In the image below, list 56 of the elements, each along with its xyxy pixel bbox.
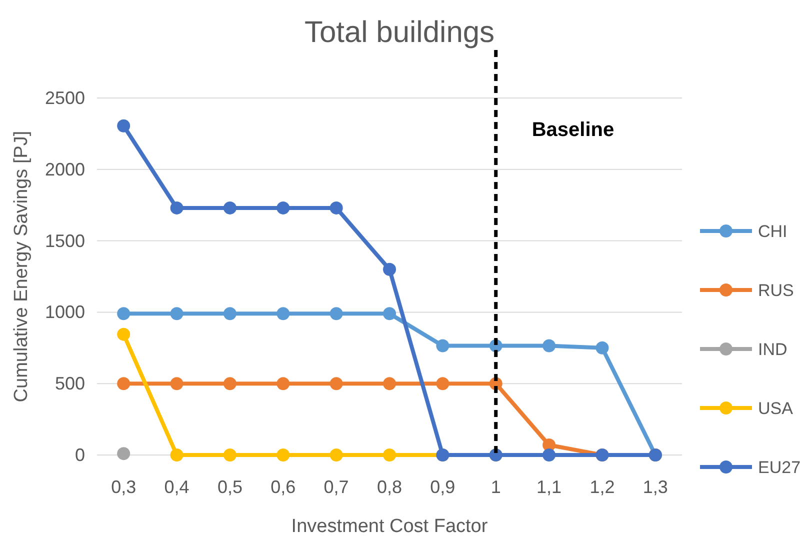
point bbox=[276, 377, 290, 390]
x-tick-label: 0,6 bbox=[270, 477, 296, 497]
legend-label: IND bbox=[758, 340, 788, 359]
point bbox=[542, 339, 556, 352]
point bbox=[117, 377, 130, 390]
point bbox=[117, 119, 130, 132]
point bbox=[223, 201, 236, 214]
legend-label: EU27 bbox=[758, 458, 801, 477]
x-tick-label: 1,1 bbox=[536, 477, 562, 497]
point bbox=[276, 307, 290, 320]
x-tick-label: 0,4 bbox=[164, 477, 190, 497]
x-tick-label: 1,2 bbox=[590, 477, 615, 497]
point bbox=[223, 448, 236, 462]
point bbox=[383, 307, 396, 320]
x-tick-label: 0,3 bbox=[111, 477, 136, 497]
point bbox=[276, 201, 290, 214]
point bbox=[330, 201, 343, 214]
point bbox=[170, 201, 184, 214]
y-tick-label: 2500 bbox=[44, 88, 85, 108]
y-axis-title: Cumulative Energy Savings [PJ] bbox=[11, 130, 32, 402]
x-tick-label: 0,8 bbox=[376, 477, 402, 497]
ref-line-label: Baseline bbox=[532, 119, 614, 141]
point bbox=[383, 262, 396, 276]
y-tick-label: 500 bbox=[54, 374, 85, 394]
point bbox=[223, 307, 236, 320]
point bbox=[276, 448, 290, 462]
x-tick-label: 0,7 bbox=[324, 477, 349, 497]
point bbox=[383, 448, 396, 462]
point bbox=[223, 377, 236, 390]
x-tick-label: 0,9 bbox=[430, 477, 456, 497]
chart-title: Total buildings bbox=[304, 16, 495, 49]
legend-label: USA bbox=[758, 399, 794, 418]
point bbox=[170, 377, 184, 390]
point bbox=[436, 377, 450, 390]
legend-label: RUS bbox=[758, 281, 794, 300]
x-tick-label: 0,5 bbox=[217, 477, 242, 497]
point bbox=[383, 377, 396, 390]
point bbox=[117, 447, 130, 460]
legend-label: CHI bbox=[758, 222, 788, 241]
point bbox=[330, 448, 343, 462]
y-tick-label: 0 bbox=[74, 445, 85, 465]
x-tick-label: 1 bbox=[490, 477, 501, 497]
point bbox=[330, 307, 343, 320]
y-tick-label: 1500 bbox=[44, 230, 85, 251]
point bbox=[596, 341, 609, 354]
point bbox=[436, 339, 450, 352]
y-tick-label: 2000 bbox=[44, 159, 85, 180]
y-tick-label: 1000 bbox=[44, 302, 85, 322]
point bbox=[117, 307, 130, 320]
point bbox=[117, 328, 130, 341]
point bbox=[170, 307, 184, 320]
point bbox=[330, 377, 343, 390]
x-tick-label: 1,3 bbox=[642, 477, 668, 497]
point bbox=[170, 448, 184, 462]
point bbox=[542, 448, 556, 462]
x-axis-title: Investment Cost Factor bbox=[291, 516, 488, 537]
